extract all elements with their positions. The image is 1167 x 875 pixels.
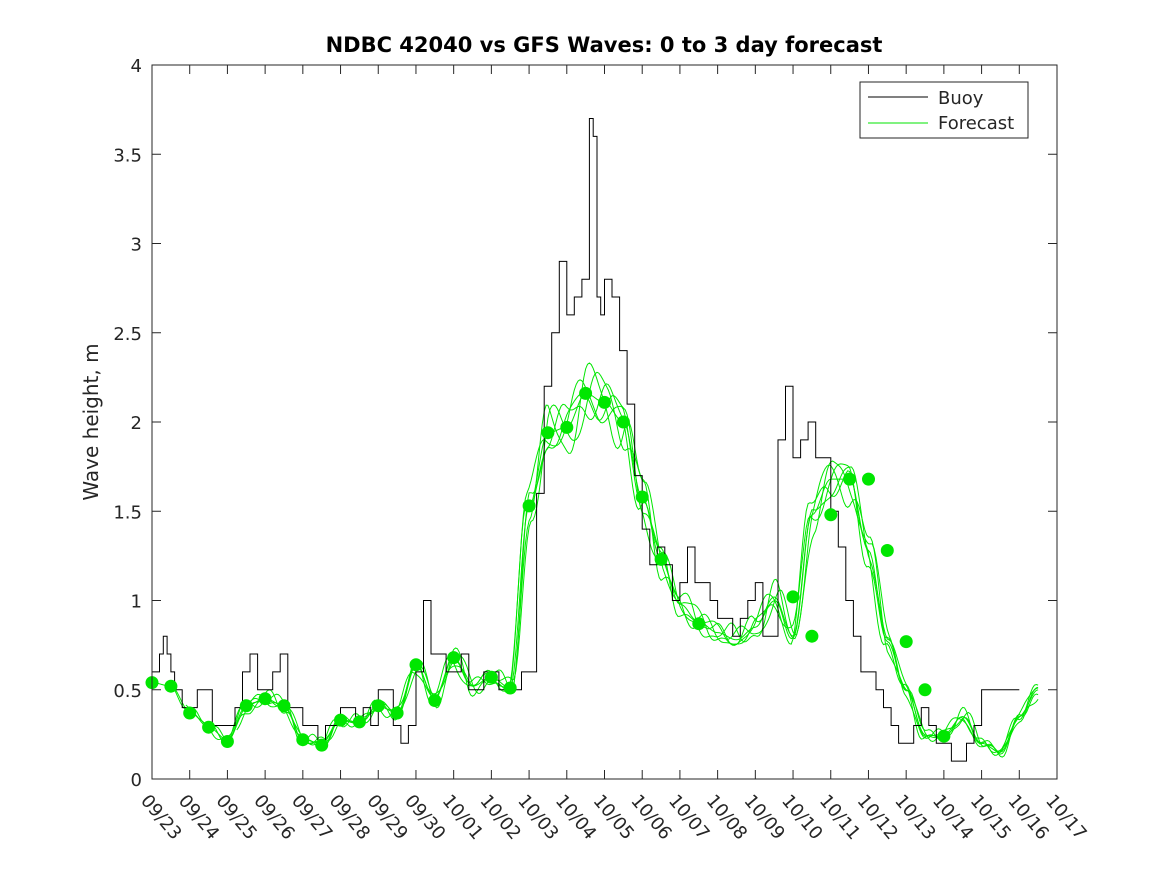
chart-title: NDBC 42040 vs GFS Waves: 0 to 3 day fore…	[326, 33, 883, 57]
forecast-point	[560, 420, 574, 434]
forecast-point	[183, 706, 197, 720]
y-axis: 0 0.5 1 1.5 2 2.5 3 3.5 4	[113, 56, 1057, 791]
forecast-point	[635, 490, 649, 504]
forecast-point	[334, 713, 347, 727]
forecast-point	[616, 415, 630, 429]
y-tick-label: 2	[131, 413, 142, 434]
forecast-point	[598, 395, 611, 409]
forecast-point	[371, 699, 385, 713]
y-tick-label: 0	[131, 770, 142, 791]
forecast-point	[239, 699, 253, 713]
forecast-point	[220, 735, 234, 748]
y-tick-label: 1.5	[113, 502, 142, 523]
forecast-point	[824, 508, 838, 522]
y-tick-label: 2.5	[113, 324, 142, 345]
forecast-point	[880, 544, 894, 557]
legend-box	[859, 81, 1029, 139]
forecast-point	[390, 706, 404, 720]
forecast-point	[805, 629, 819, 643]
y-tick-label: 0.5	[113, 681, 142, 702]
forecast-point	[503, 681, 517, 695]
y-tick-label: 3	[131, 235, 142, 256]
forecast-point	[164, 679, 178, 693]
forecast-point	[315, 738, 329, 752]
legend-buoy-label: Buoy	[938, 88, 984, 109]
forecast-point	[522, 499, 536, 513]
forecast-point	[937, 729, 951, 743]
forecast-point	[258, 692, 272, 706]
forecast-point	[786, 590, 800, 604]
forecast-point	[352, 715, 366, 729]
forecast-point	[862, 472, 875, 486]
forecast-point	[484, 670, 498, 684]
buoy-line	[152, 118, 1020, 762]
forecast-markers	[145, 386, 951, 752]
forecast-point	[296, 733, 310, 747]
forecast-point	[899, 635, 913, 649]
forecast-point	[843, 472, 857, 486]
forecast-point	[918, 683, 932, 697]
y-tick-label: 1	[131, 592, 142, 613]
y-tick-label: 4	[131, 56, 142, 77]
forecast-point	[428, 694, 442, 707]
forecast-point	[409, 658, 423, 672]
forecast-point	[692, 617, 706, 631]
forecast-point	[654, 552, 668, 566]
forecast-point	[447, 651, 461, 665]
y-tick-label: 3.5	[113, 145, 142, 166]
forecast-point	[541, 426, 555, 440]
legend: Buoy Forecast	[859, 81, 1029, 139]
y-axis-label: Wave height, m	[79, 343, 103, 500]
forecast-run-line	[185, 383, 1039, 754]
forecast-point	[202, 720, 216, 734]
forecast-point	[277, 699, 291, 713]
forecast-point	[579, 386, 593, 400]
buoy-series	[152, 118, 1020, 762]
legend-forecast-label: Forecast	[938, 113, 1014, 134]
